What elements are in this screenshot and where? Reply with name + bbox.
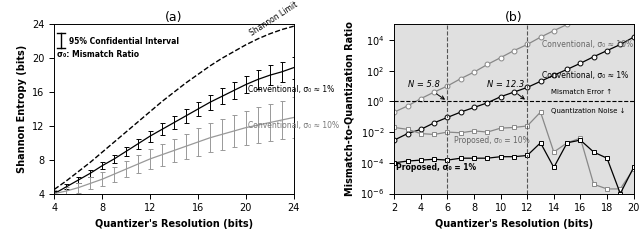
Text: Conventional, σ₀ ≈ 1%: Conventional, σ₀ ≈ 1% — [542, 71, 628, 80]
Title: (b): (b) — [505, 12, 523, 24]
Text: Quantization Noise ↓: Quantization Noise ↓ — [551, 108, 626, 114]
Text: Proposed, σ₀ = 10%: Proposed, σ₀ = 10% — [454, 136, 530, 145]
X-axis label: Quantizer's Resolution (bits): Quantizer's Resolution (bits) — [95, 219, 253, 229]
Text: Conventional, σ₀ ≈ 1%: Conventional, σ₀ ≈ 1% — [248, 85, 335, 94]
Text: Mismatch Error ↑: Mismatch Error ↑ — [551, 89, 612, 95]
Y-axis label: Shannon Entropy (bits): Shannon Entropy (bits) — [17, 45, 27, 173]
Y-axis label: Mismatch-to-Quantization Ratio: Mismatch-to-Quantization Ratio — [345, 22, 355, 196]
Text: N = 12.3: N = 12.3 — [487, 80, 525, 99]
Text: σ₀: Mismatch Ratio: σ₀: Mismatch Ratio — [57, 50, 139, 60]
Text: Proposed, σ₀ = 1%: Proposed, σ₀ = 1% — [396, 163, 476, 172]
Text: Conventional, σ₀ ≈ 10%: Conventional, σ₀ ≈ 10% — [248, 121, 339, 130]
Text: Shannon Limit: Shannon Limit — [248, 0, 299, 37]
Text: N = 5.8: N = 5.8 — [408, 80, 444, 99]
X-axis label: Quantizer's Resolution (bits): Quantizer's Resolution (bits) — [435, 219, 593, 229]
Title: (a): (a) — [165, 12, 183, 24]
Text: 95% Confidential Interval: 95% Confidential Interval — [68, 37, 179, 46]
Text: Conventional, σ₀ ≈ 10%: Conventional, σ₀ ≈ 10% — [542, 40, 633, 49]
